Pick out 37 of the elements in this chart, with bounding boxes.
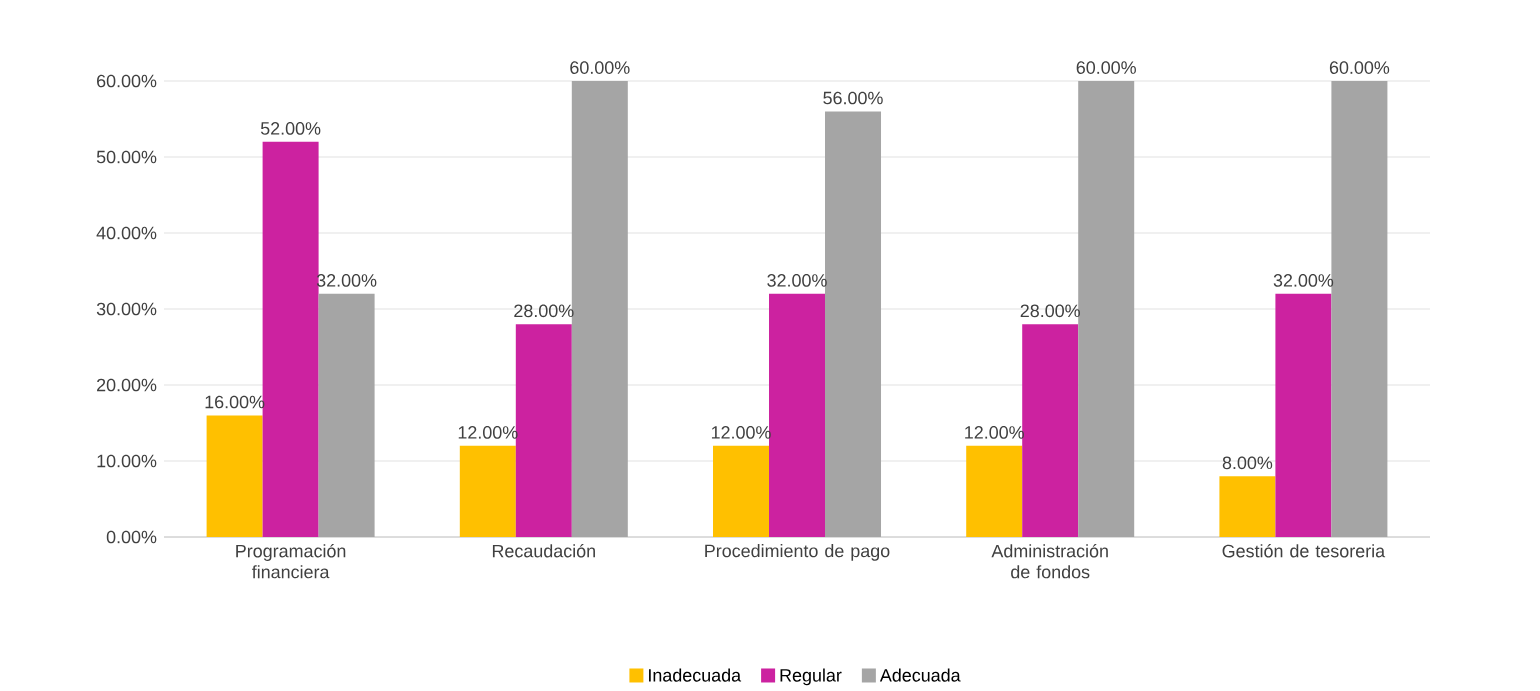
bar bbox=[966, 445, 1023, 537]
data-label: 60.00% bbox=[570, 61, 630, 74]
legend-label: Adecuada bbox=[879, 668, 961, 682]
y-tick-label: 0.00% bbox=[106, 530, 157, 544]
bar bbox=[769, 293, 826, 537]
bar bbox=[459, 445, 516, 537]
bar bbox=[825, 111, 882, 537]
bar bbox=[206, 415, 263, 537]
legend-label: Regular bbox=[780, 668, 842, 686]
data-label: 32.00% bbox=[1273, 274, 1334, 287]
bar bbox=[1275, 293, 1332, 537]
data-label: 60.00% bbox=[1076, 61, 1136, 74]
y-tick-label: 30.00% bbox=[96, 302, 157, 316]
bar bbox=[1022, 324, 1079, 537]
y-tick-label: 40.00% bbox=[96, 226, 157, 240]
data-label: 56.00% bbox=[823, 91, 883, 105]
data-label: 32.00% bbox=[767, 274, 827, 287]
data-label: 8.00% bbox=[1222, 456, 1273, 470]
legend-label: Inadecuada bbox=[649, 668, 742, 682]
bar bbox=[318, 293, 375, 537]
x-tick-label: Gestión de tesoreria bbox=[1222, 544, 1386, 558]
x-tick-label: Recaudación bbox=[492, 544, 595, 558]
y-tick-label: 60.00% bbox=[97, 74, 157, 88]
data-label: 52.00% bbox=[260, 122, 321, 135]
y-tick-label: 50.00% bbox=[96, 150, 157, 164]
y-tick-label: 20.00% bbox=[97, 378, 157, 392]
data-label: 60.00% bbox=[1329, 61, 1390, 74]
data-label: 28.00% bbox=[514, 304, 574, 318]
bar bbox=[1078, 80, 1135, 537]
y-tick-label: 10.00% bbox=[97, 454, 157, 468]
x-tick-label: Procedimiento de pago bbox=[705, 544, 890, 561]
bar bbox=[1331, 80, 1388, 537]
x-tick-label: Programación financiera bbox=[236, 544, 346, 579]
x-tick-label: Administración de fondos bbox=[991, 544, 1108, 579]
bar bbox=[713, 445, 770, 537]
data-label: 28.00% bbox=[1020, 304, 1080, 318]
bar bbox=[1219, 476, 1276, 537]
